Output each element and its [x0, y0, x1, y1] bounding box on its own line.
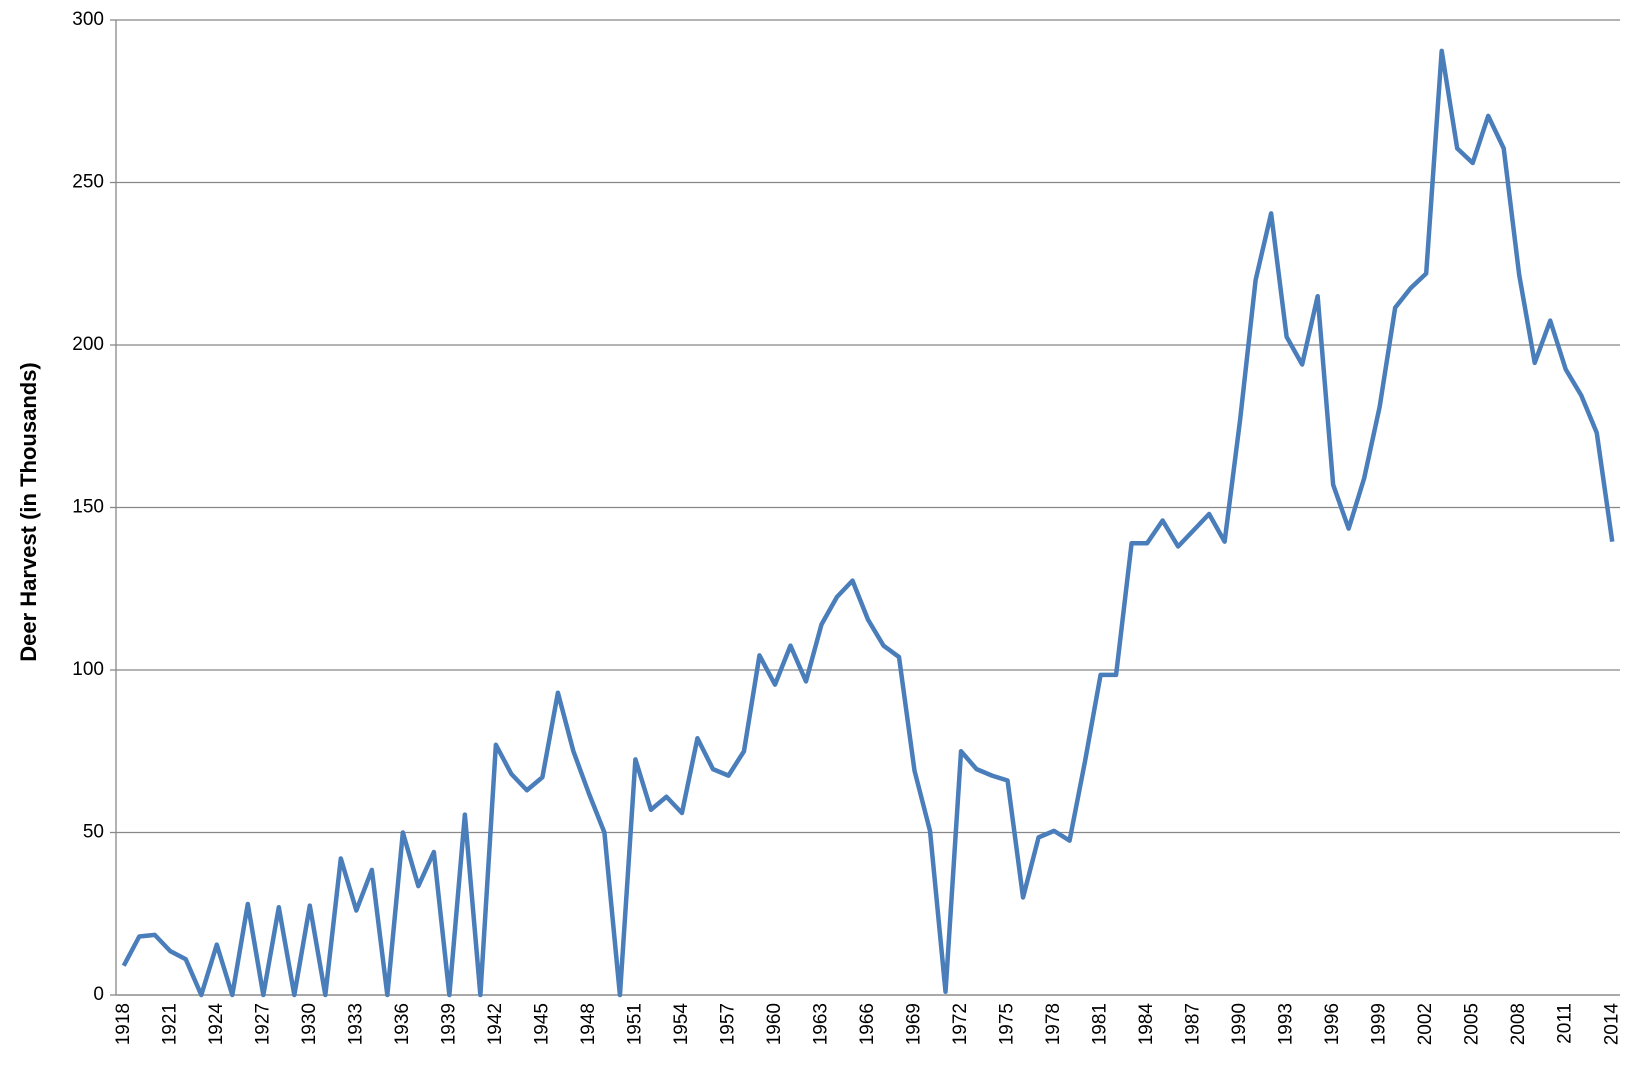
x-tick-label: 1918 — [113, 1003, 134, 1045]
x-tick-label: 1924 — [206, 1003, 227, 1046]
x-tick-label: 1921 — [159, 1003, 180, 1045]
y-tick-label: 250 — [72, 172, 104, 193]
x-tick-label: 1993 — [1276, 1003, 1297, 1045]
x-tick-label: 1969 — [904, 1003, 925, 1045]
y-tick-label: 150 — [72, 497, 104, 518]
data-line — [121, 48, 1615, 998]
x-tick-label: 1972 — [950, 1003, 971, 1045]
x-tick-label: 1933 — [345, 1003, 366, 1045]
x-tick-label: 1939 — [438, 1003, 459, 1045]
y-tick-label: 50 — [83, 822, 104, 843]
x-tick-label: 1984 — [1136, 1003, 1157, 1046]
x-tick-label: 1987 — [1183, 1003, 1204, 1045]
x-tick-label: 1957 — [717, 1003, 738, 1045]
x-tick-label: 1981 — [1090, 1003, 1111, 1045]
y-tick-label: 0 — [93, 984, 104, 1005]
x-tick-label: 1966 — [857, 1003, 878, 1045]
x-tick-label: 1975 — [997, 1003, 1018, 1045]
x-tick-label: 1930 — [299, 1003, 320, 1045]
x-tick-label: 1936 — [392, 1003, 413, 1045]
x-tick-label: 1978 — [1043, 1003, 1064, 1045]
x-tick-label: 2008 — [1508, 1003, 1529, 1045]
x-tick-label: 1948 — [578, 1003, 599, 1045]
x-tick-label: 1960 — [764, 1003, 785, 1045]
x-tick-label: 2002 — [1415, 1003, 1436, 1045]
x-tick-label: 1963 — [811, 1003, 832, 1045]
y-tick-label: 100 — [72, 659, 104, 680]
x-tick-label: 1927 — [252, 1003, 273, 1045]
x-tick-label: 1999 — [1369, 1003, 1390, 1045]
y-axis-title: Deer Harvest (in Thousands) — [16, 362, 41, 662]
x-tick-label: 2014 — [1601, 1003, 1622, 1046]
x-tick-label: 2005 — [1462, 1003, 1483, 1045]
y-tick-label: 300 — [72, 9, 104, 30]
x-tick-label: 1990 — [1229, 1003, 1250, 1045]
x-tick-label: 2011 — [1555, 1003, 1576, 1044]
x-tick-label: 1954 — [671, 1003, 692, 1046]
x-tick-label: 1951 — [624, 1003, 645, 1045]
x-tick-label: 1942 — [485, 1003, 506, 1045]
y-tick-label: 200 — [72, 334, 104, 355]
x-tick-label: 1996 — [1322, 1003, 1343, 1045]
x-tick-label: 1945 — [531, 1003, 552, 1045]
